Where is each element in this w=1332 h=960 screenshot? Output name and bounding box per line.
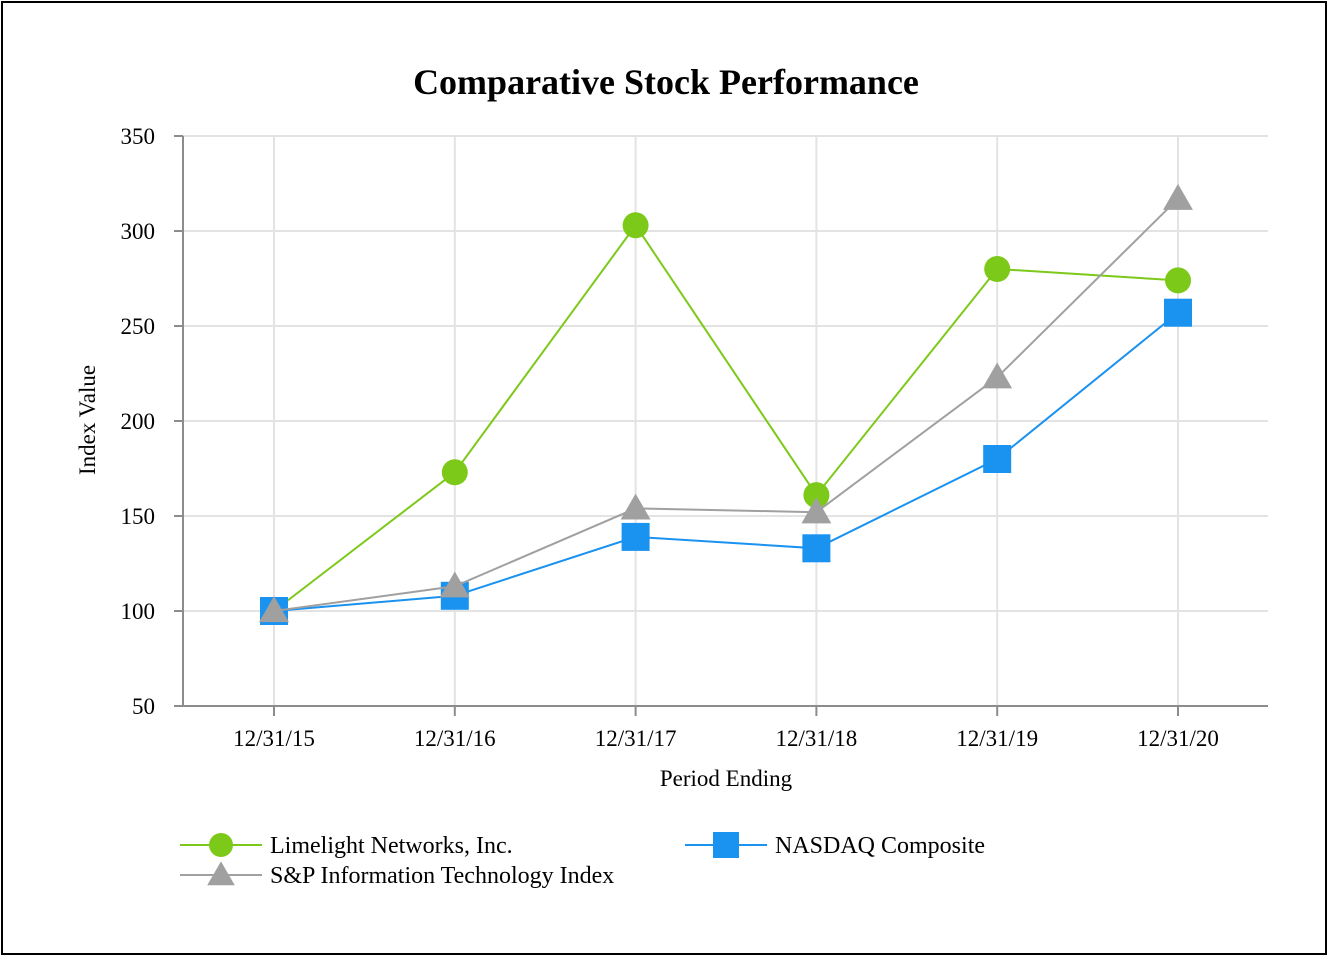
legend-marker xyxy=(207,861,235,886)
x-axis-label: Period Ending xyxy=(660,766,793,791)
y-tick-label: 150 xyxy=(121,504,156,529)
x-tick-label: 12/31/15 xyxy=(233,726,315,751)
y-axis-label: Index Value xyxy=(75,365,100,475)
legend: Limelight Networks, Inc. NASDAQ Composite… xyxy=(180,832,985,889)
data-point xyxy=(801,497,832,524)
series-triangle xyxy=(259,183,1193,623)
y-tick-label: 250 xyxy=(121,314,156,339)
x-tick-label: 12/31/20 xyxy=(1137,726,1219,751)
legend-item: S&P Information Technology Index xyxy=(180,861,614,889)
data-point xyxy=(1165,267,1191,294)
grid-lines xyxy=(183,135,1268,706)
legend-marker xyxy=(209,833,233,857)
y-tick-label: 100 xyxy=(121,599,156,624)
series-group xyxy=(259,183,1193,625)
x-tick-label: 12/31/17 xyxy=(595,726,677,751)
data-point xyxy=(983,445,1012,473)
legend-item: Limelight Networks, Inc. xyxy=(180,833,513,859)
data-point xyxy=(1163,183,1193,210)
data-point xyxy=(620,493,651,520)
y-tick-label: 200 xyxy=(121,409,156,434)
data-point xyxy=(441,459,468,486)
legend-label: NASDAQ Composite xyxy=(775,833,985,859)
axes xyxy=(174,135,1268,716)
y-tick-label: 50 xyxy=(132,694,155,719)
data-point xyxy=(259,596,289,623)
data-point xyxy=(621,522,650,551)
data-point xyxy=(803,482,830,509)
y-tick-labels: 50 100 150 200 250 300 350 xyxy=(121,124,156,719)
x-tick-label: 12/31/16 xyxy=(414,726,496,751)
x-tick-label: 12/31/19 xyxy=(956,726,1038,751)
legend-marker xyxy=(713,832,739,858)
y-tick-label: 350 xyxy=(121,124,156,149)
y-tick-label: 300 xyxy=(121,219,156,244)
data-point xyxy=(984,256,1011,282)
series-square xyxy=(260,298,1192,625)
data-point xyxy=(439,571,470,598)
data-point xyxy=(982,362,1013,389)
data-point xyxy=(1164,298,1192,327)
legend-label: S&P Information Technology Index xyxy=(270,863,614,889)
chart-title: Comparative Stock Performance xyxy=(413,62,919,102)
x-tick-labels: 12/31/15 12/31/16 12/31/17 12/31/18 12/31/19… xyxy=(233,726,1219,751)
series-circle xyxy=(261,212,1191,624)
series-line xyxy=(273,311,1179,612)
x-tick-label: 12/31/18 xyxy=(776,726,858,751)
data-point xyxy=(802,534,831,563)
series-line xyxy=(273,223,1179,612)
data-point xyxy=(622,212,649,239)
legend-item: NASDAQ Composite xyxy=(685,832,985,859)
legend-label: Limelight Networks, Inc. xyxy=(270,833,513,859)
series-line xyxy=(273,197,1179,612)
